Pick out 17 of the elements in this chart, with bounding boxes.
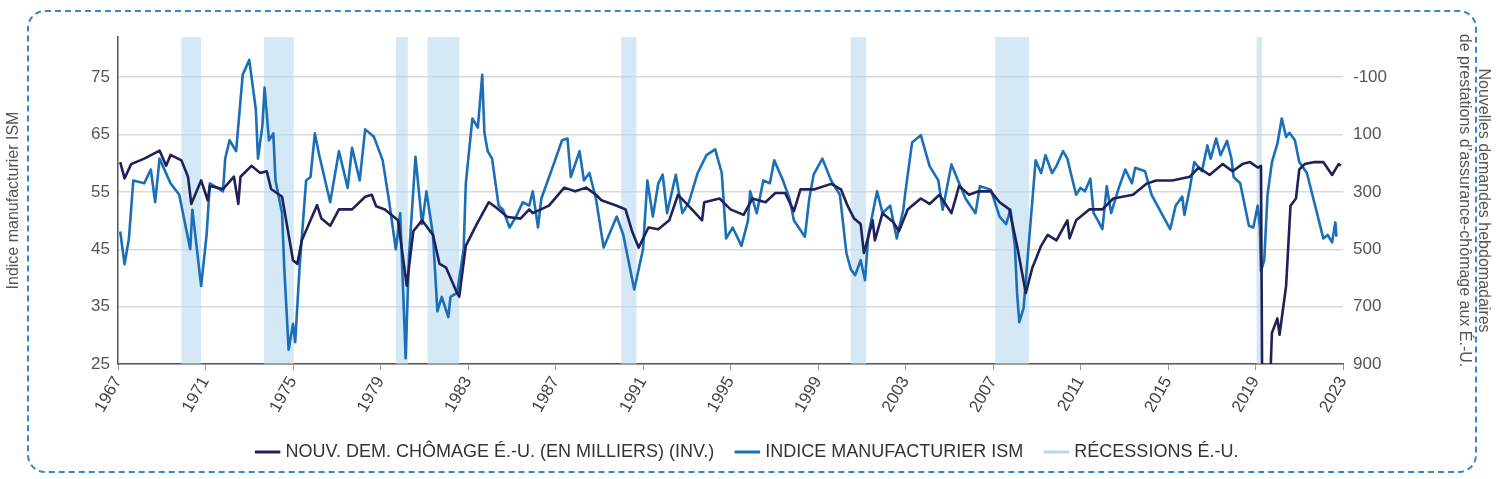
y-tick-label: 65 <box>91 124 110 144</box>
y-tick-label: 25 <box>91 353 110 373</box>
y-tick-label: 45 <box>91 238 110 258</box>
y2-tick-label: 900 <box>1353 353 1382 373</box>
legend-label: NOUV. DEM. CHÔMAGE É.-U. (EN MILLIERS) (INV.) <box>285 439 715 461</box>
y2-tick-label: 700 <box>1353 296 1382 316</box>
legend-label: RÉCESSIONS É.-U. <box>1074 440 1239 461</box>
y-tick-label: 35 <box>91 296 110 316</box>
y2-tick-label: 300 <box>1353 181 1382 201</box>
y2-tick-label: 500 <box>1353 238 1382 258</box>
y-tick-label: 75 <box>91 66 110 86</box>
y-axis-title: Indice manufacturier ISM <box>4 111 22 290</box>
y-tick-label: 55 <box>91 181 110 201</box>
y2-axis-title: Nouvelles demandes hebdomadaires de prestations d’assurance-chômage aux É.-U. <box>1456 33 1493 368</box>
legend-label: INDICE MANUFACTURIER ISM <box>765 440 1024 461</box>
y2-tick-label: -100 <box>1353 66 1388 86</box>
y2-tick-label: 100 <box>1353 124 1382 144</box>
